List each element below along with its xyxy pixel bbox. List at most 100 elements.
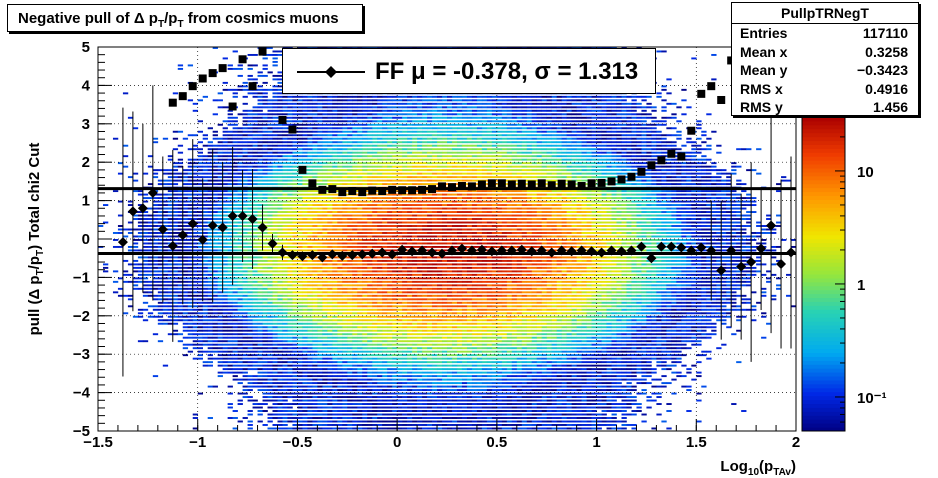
heatmap-cell bbox=[292, 169, 298, 172]
heatmap-cell bbox=[407, 417, 413, 419]
heatmap-cell bbox=[382, 158, 388, 161]
heatmap-cell bbox=[402, 242, 408, 245]
heatmap-cell bbox=[267, 200, 273, 203]
heatmap-cell bbox=[337, 211, 343, 213]
heatmap-cell bbox=[357, 102, 363, 105]
heatmap-cell bbox=[352, 347, 358, 350]
heatmap-cell bbox=[237, 88, 243, 91]
heatmap-cell bbox=[197, 162, 203, 165]
heatmap-cell bbox=[412, 399, 418, 402]
heatmap-cell bbox=[382, 214, 388, 217]
heatmap-cell bbox=[367, 385, 373, 388]
heatmap-cell bbox=[267, 239, 273, 241]
heatmap-cell bbox=[332, 183, 338, 186]
heatmap-cell bbox=[282, 127, 288, 130]
heatmap-cell bbox=[287, 151, 293, 154]
heatmap-cell bbox=[352, 172, 358, 175]
heatmap-cell bbox=[217, 298, 223, 301]
heatmap-cell bbox=[282, 382, 288, 385]
heatmap-cell bbox=[387, 378, 393, 381]
heatmap-cell bbox=[292, 417, 298, 419]
heatmap-cell bbox=[297, 392, 303, 395]
heatmap-cell bbox=[302, 266, 308, 269]
heatmap-cell bbox=[237, 162, 243, 165]
heatmap-cell bbox=[322, 371, 328, 374]
heatmap-cell bbox=[387, 207, 393, 210]
heatmap-cell bbox=[302, 340, 308, 343]
heatmap-cell bbox=[377, 301, 383, 304]
heatmap-cell bbox=[277, 106, 283, 109]
heatmap-cell bbox=[142, 172, 149, 175]
heatmap-cell bbox=[402, 197, 408, 200]
heatmap-cell bbox=[232, 256, 238, 259]
heatmap-cell bbox=[342, 382, 348, 385]
heatmap-cell bbox=[372, 273, 378, 276]
heatmap-cell bbox=[192, 162, 199, 165]
heatmap-cell bbox=[267, 162, 273, 165]
heatmap-cell bbox=[362, 326, 368, 329]
heatmap-cell bbox=[267, 130, 273, 133]
heatmap-cell bbox=[357, 277, 363, 280]
heatmap-cell bbox=[332, 350, 338, 353]
heatmap-cell bbox=[307, 151, 313, 154]
heatmap-cell bbox=[307, 424, 313, 426]
heatmap-cell bbox=[307, 406, 313, 409]
heatmap-cell bbox=[232, 200, 238, 203]
heatmap-cell bbox=[237, 113, 243, 116]
heatmap-cell bbox=[192, 326, 199, 329]
heatmap-cell bbox=[387, 420, 393, 423]
heatmap-cell bbox=[272, 211, 278, 213]
heatmap-cell bbox=[222, 259, 228, 262]
heatmap-cell bbox=[137, 270, 144, 273]
heatmap-cell bbox=[162, 291, 169, 294]
heatmap-cell bbox=[162, 280, 169, 283]
heatmap-cell bbox=[392, 270, 398, 273]
heatmap-cell bbox=[362, 211, 368, 213]
heatmap-cell bbox=[362, 214, 368, 217]
heatmap-cell bbox=[242, 169, 248, 172]
heatmap-cell bbox=[277, 207, 283, 210]
heatmap-cell bbox=[387, 354, 393, 357]
heatmap-cell bbox=[362, 357, 368, 360]
heatmap-cell bbox=[267, 235, 273, 238]
heatmap-cell bbox=[247, 225, 253, 227]
heatmap-cell bbox=[207, 165, 213, 168]
heatmap-cell bbox=[382, 287, 388, 290]
heatmap-cell bbox=[397, 225, 403, 227]
heatmap-cell bbox=[262, 218, 268, 220]
heatmap-cell bbox=[172, 211, 179, 213]
heatmap-cell bbox=[347, 200, 353, 203]
heatmap-cell bbox=[402, 319, 408, 322]
heatmap-cell bbox=[252, 211, 258, 213]
heatmap-cell bbox=[352, 204, 358, 207]
heatmap-cell bbox=[292, 179, 298, 182]
heatmap-cell bbox=[262, 259, 268, 262]
heatmap-cell bbox=[367, 399, 373, 402]
heatmap-cell bbox=[322, 99, 328, 102]
heatmap-cell bbox=[252, 291, 258, 294]
heatmap-cell bbox=[317, 378, 323, 381]
heatmap-cell bbox=[402, 326, 408, 329]
heatmap-cell bbox=[177, 207, 184, 210]
heatmap-cell bbox=[407, 364, 413, 367]
heatmap-cell bbox=[357, 200, 363, 203]
heatmap-cell bbox=[277, 343, 283, 346]
heatmap-cell bbox=[332, 389, 338, 392]
heatmap-cell bbox=[222, 287, 228, 290]
heatmap-cell bbox=[347, 312, 353, 315]
heatmap-cell bbox=[272, 368, 278, 371]
heatmap-cell bbox=[347, 329, 353, 332]
heatmap-cell bbox=[372, 232, 378, 234]
heatmap-cell bbox=[142, 319, 149, 322]
heatmap-cell bbox=[387, 301, 393, 304]
heatmap-cell bbox=[342, 333, 348, 336]
heatmap-cell bbox=[337, 291, 343, 294]
heatmap-cell bbox=[292, 207, 298, 210]
heatmap-cell bbox=[187, 259, 194, 262]
heatmap-cell bbox=[307, 333, 313, 336]
heatmap-cell bbox=[357, 406, 363, 409]
heatmap-cell bbox=[347, 322, 353, 325]
heatmap-cell bbox=[297, 420, 303, 423]
heatmap-cell bbox=[347, 176, 353, 179]
